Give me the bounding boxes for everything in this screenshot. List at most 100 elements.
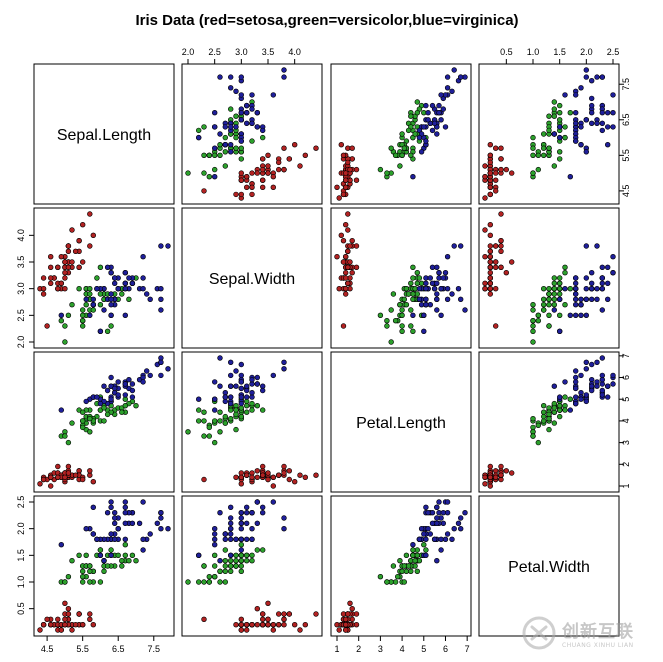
watermark-brand-pinyin: CHUANG XINHU LIAN xyxy=(562,642,634,649)
point-setosa-46-r1-c2 xyxy=(347,243,353,249)
point-setosa-21-r0-c1 xyxy=(276,166,282,173)
point-setosa-42-r2-c0 xyxy=(40,476,47,483)
variable-label-petal-width: Petal.Width xyxy=(508,559,590,576)
point-versicolor-39-r1-c2 xyxy=(399,312,405,318)
point-virginica-16-r2-c1 xyxy=(238,385,245,392)
point-versicolor-46-r1-c0 xyxy=(87,291,93,297)
point-virginica-25-r2-c0 xyxy=(140,374,146,381)
point-setosa-32-r3-c0 xyxy=(69,627,75,633)
point-virginica-49-r3-c2 xyxy=(423,536,429,542)
point-virginica-44-r1-c2 xyxy=(436,270,442,276)
point-setosa-34-r2-c1 xyxy=(244,472,250,478)
point-virginica-18-r2-c3 xyxy=(599,355,605,361)
point-virginica-6-r0-c3 xyxy=(567,174,573,180)
point-virginica-39-r3-c0 xyxy=(129,520,136,526)
point-virginica-30-r3-c1 xyxy=(228,531,234,537)
point-setosa-9-r1-c3 xyxy=(482,280,488,286)
point-virginica-5-r3-c2 xyxy=(455,520,462,526)
point-versicolor-1-r1-c2 xyxy=(410,275,416,281)
point-virginica-18-r1-c2 xyxy=(462,307,468,313)
point-virginica-19-r2-c1 xyxy=(196,396,202,402)
point-versicolor-40-r2-c3 xyxy=(540,409,547,415)
point-setosa-45-r2-c0 xyxy=(55,474,61,480)
point-versicolor-3-r0-c1 xyxy=(201,152,207,159)
point-virginica-6-r2-c3 xyxy=(567,407,573,413)
point-virginica-37-r0-c1 xyxy=(244,120,250,127)
point-virginica-14-r3-c0 xyxy=(90,504,97,510)
point-setosa-49-r2-c0 xyxy=(62,474,68,480)
point-setosa-36-r0-c2 xyxy=(340,152,347,159)
point-setosa-37-r0-c3 xyxy=(482,174,488,180)
point-virginica-24-r3-c0 xyxy=(122,520,129,526)
point-versicolor-23-r3-c2 xyxy=(414,568,420,574)
point-setosa-48-r1-c2 xyxy=(345,248,351,255)
point-setosa-45-r1-c2 xyxy=(343,286,349,292)
point-versicolor-0-r1-c3 xyxy=(551,275,557,281)
point-setosa-34-r1-c2 xyxy=(345,280,351,286)
point-virginica-49-r1-c3 xyxy=(572,286,579,292)
point-versicolor-31-r2-c3 xyxy=(530,424,536,431)
point-virginica-37-r3-c1 xyxy=(244,536,250,542)
point-versicolor-14-r3-c2 xyxy=(390,563,397,569)
point-setosa-49-r1-c0 xyxy=(62,270,68,276)
point-versicolor-12-r3-c1 xyxy=(196,579,202,585)
point-setosa-24-r2-c3 xyxy=(487,463,493,470)
point-versicolor-0-r3-c1 xyxy=(249,557,255,564)
point-setosa-49-r3-c1 xyxy=(254,621,260,628)
point-versicolor-12-r2-c1 xyxy=(196,418,202,424)
point-virginica-11-r1-c2 xyxy=(427,302,433,308)
point-versicolor-13-r1-c2 xyxy=(414,291,420,297)
point-virginica-43-r0-c1 xyxy=(249,106,255,112)
point-virginica-28-r0-c3 xyxy=(588,120,595,127)
point-setosa-40-r3-c0 xyxy=(62,616,68,622)
point-setosa-36-r0-c3 xyxy=(487,152,493,159)
point-setosa-22-r1-c2 xyxy=(334,254,340,260)
point-versicolor-35-r3-c1 xyxy=(260,547,266,553)
point-versicolor-22-r1-c3 xyxy=(556,312,563,318)
point-setosa-39-r1-c0 xyxy=(65,264,72,270)
point-virginica-41-r1-c2 xyxy=(423,280,429,286)
point-virginica-46-r1-c2 xyxy=(421,312,427,318)
point-versicolor-43-r0-c1 xyxy=(201,170,207,176)
point-virginica-18-r3-c1 xyxy=(217,510,223,516)
point-virginica-4-r0-c2 xyxy=(438,117,444,123)
point-versicolor-9-r3-c0 xyxy=(69,557,75,564)
point-virginica-31-r1-c3 xyxy=(583,243,589,249)
point-virginica-14-r2-c3 xyxy=(604,394,611,400)
point-virginica-14-r0-c1 xyxy=(228,142,234,148)
point-versicolor-3-r2-c1 xyxy=(201,418,207,424)
point-virginica-34-r3-c1 xyxy=(217,557,223,564)
point-virginica-21-r0-c1 xyxy=(228,149,234,155)
point-versicolor-35-r0-c1 xyxy=(260,134,266,141)
point-virginica-49-r0-c2 xyxy=(423,138,429,144)
point-versicolor-31-r3-c0 xyxy=(79,579,86,585)
point-virginica-31-r0-c2 xyxy=(451,67,457,73)
point-versicolor-30-r3-c0 xyxy=(79,573,86,580)
point-virginica-33-r1-c0 xyxy=(108,296,114,302)
point-virginica-39-r2-c0 xyxy=(129,387,136,394)
point-virginica-0-r0-c2 xyxy=(442,124,449,130)
point-virginica-22-r1-c2 xyxy=(458,296,464,302)
point-versicolor-29-r0-c2 xyxy=(388,145,394,151)
point-versicolor-13-r1-c3 xyxy=(551,291,557,297)
point-versicolor-29-r3-c1 xyxy=(217,579,223,585)
point-setosa-47-r1-c0 xyxy=(47,275,54,281)
point-versicolor-49-r1-c3 xyxy=(546,296,552,302)
point-virginica-44-r3-c1 xyxy=(254,499,260,505)
point-setosa-45-r1-c3 xyxy=(493,286,499,292)
point-versicolor-48-r2-c0 xyxy=(65,439,72,446)
point-virginica-43-r2-c3 xyxy=(599,377,605,383)
point-virginica-5-r2-c3 xyxy=(588,361,595,368)
point-setosa-34-r1-c3 xyxy=(487,280,493,286)
point-setosa-33-r1-c0 xyxy=(79,222,86,228)
point-versicolor-27-r0-c3 xyxy=(567,109,573,116)
point-virginica-14-r1-c3 xyxy=(604,296,611,302)
point-virginica-45-r3-c0 xyxy=(122,510,129,516)
point-virginica-8-r3-c1 xyxy=(212,536,218,542)
point-virginica-5-r3-c0 xyxy=(154,520,161,526)
point-versicolor-21-r0-c2 xyxy=(399,131,405,137)
point-versicolor-29-r3-c0 xyxy=(87,579,93,585)
point-virginica-17-r2-c1 xyxy=(281,359,287,365)
point-versicolor-48-r2-c1 xyxy=(212,439,218,446)
point-setosa-41-r3-c0 xyxy=(44,616,50,622)
